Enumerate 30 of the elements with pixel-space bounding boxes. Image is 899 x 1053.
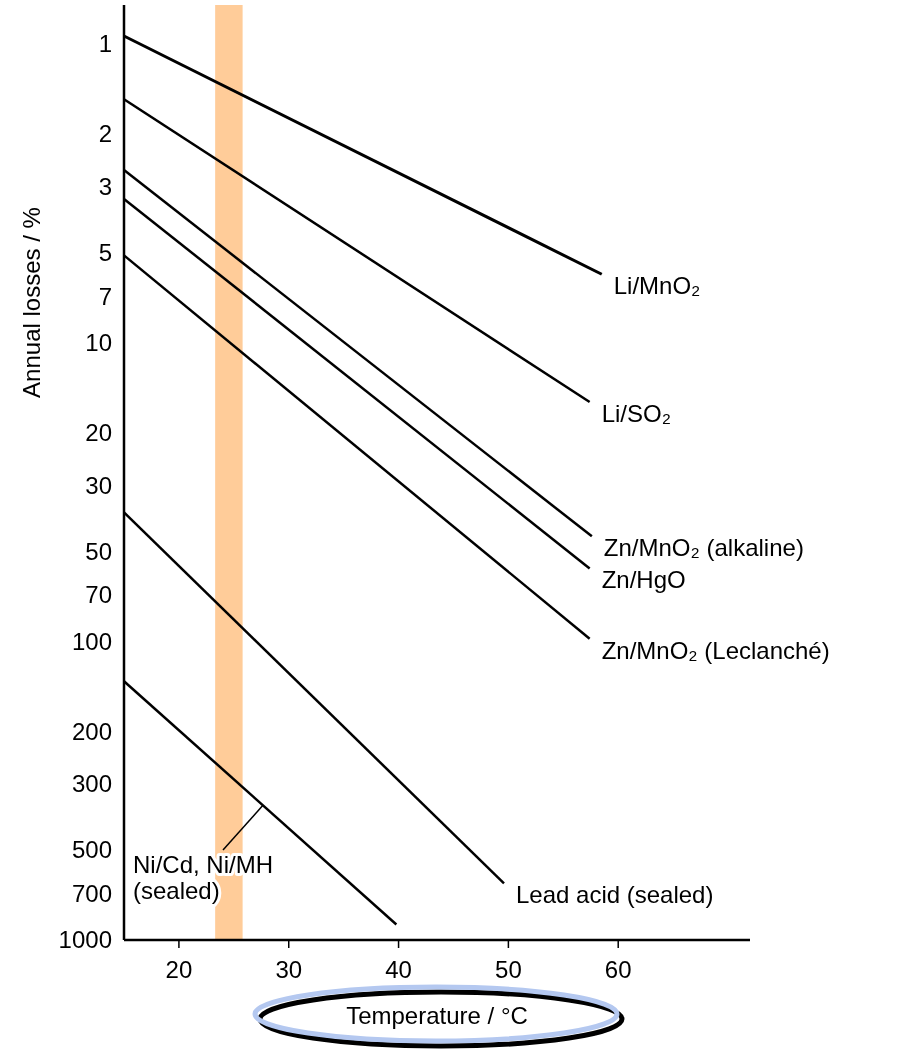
x-tick-label: 30 — [275, 956, 303, 983]
y-tick-label: 20 — [85, 419, 112, 446]
y-tick-label: 7 — [98, 282, 112, 310]
y-axis-title: Annual losses / % — [18, 207, 45, 398]
x-tick-label: 20 — [165, 956, 193, 983]
y-tick-label: 5 — [98, 239, 112, 267]
y-tick-label: 2 — [98, 120, 112, 148]
series-label: Zn/MnO₂ (Leclanché) — [601, 636, 830, 664]
y-tick-label: 70 — [85, 581, 112, 609]
series-label: Li/MnO₂ — [613, 272, 701, 300]
y-tick-label: 1000 — [58, 926, 112, 954]
y-tick-label: 200 — [71, 717, 112, 745]
series-label: Zn/HgO — [601, 566, 686, 594]
x-tick-label: 40 — [385, 956, 412, 983]
series-label: Li/SO₂ — [601, 400, 671, 428]
x-tick-label: 50 — [495, 956, 522, 983]
y-tick-label: 50 — [85, 537, 112, 565]
y-tick-label: 700 — [71, 880, 112, 908]
series-label: Lead acid (sealed) — [515, 881, 714, 909]
y-tick-label: 10 — [85, 329, 112, 357]
y-tick-label: 100 — [71, 627, 112, 655]
x-tick-label: 60 — [604, 956, 632, 983]
y-tick-label: 500 — [71, 836, 112, 864]
y-tick-label: 1 — [98, 30, 112, 58]
series-label: Zn/MnO₂ (alkaline) — [603, 534, 804, 562]
y-tick-label: 300 — [71, 770, 112, 798]
x-axis-title: Temperature / °C — [346, 1002, 528, 1029]
y-tick-label: 3 — [98, 172, 112, 200]
legend-label: Ni/Cd, Ni/MH (sealed) — [133, 851, 274, 904]
y-tick-label: 30 — [85, 471, 112, 499]
